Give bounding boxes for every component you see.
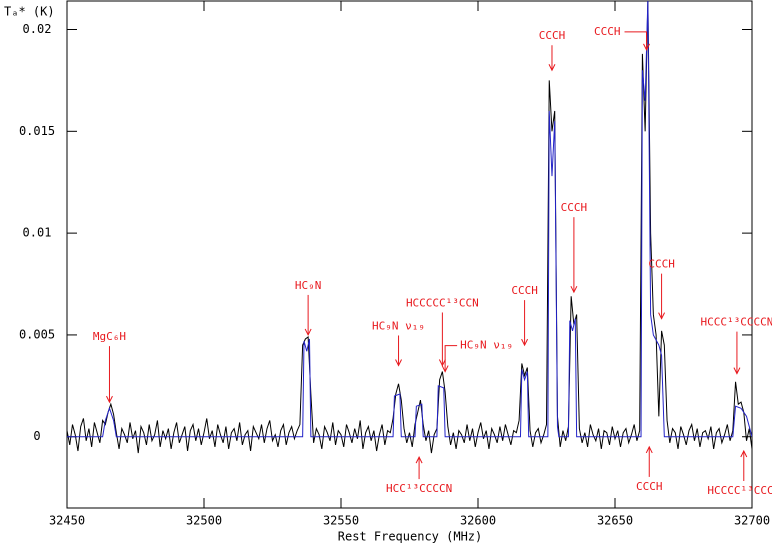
y-tick-label: 0 (33, 429, 40, 443)
arrow-head (304, 328, 312, 337)
y-tick-label: 0.02 (23, 22, 52, 36)
plot-frame (66, 0, 753, 509)
annotation-label: CCCH (648, 258, 675, 271)
arrow-head (643, 43, 650, 51)
annotation-label: CCCH (636, 480, 663, 493)
arrow-head (548, 64, 556, 72)
annotation-label: HCCCC¹³CCCN (707, 484, 772, 497)
annotation-label: CCCH (561, 201, 588, 214)
annotation-arrow (624, 31, 648, 50)
annotation-arrow (444, 345, 458, 372)
annotation-label: MgC₆H (93, 330, 126, 343)
arrow-head (740, 449, 748, 458)
x-tick-label: 32700 (734, 514, 770, 528)
annotation-label: HCCCCC¹³CCN (406, 296, 479, 309)
arrow-head (415, 455, 423, 464)
x-tick-label: 32500 (186, 514, 222, 528)
annotation-label: HC₉N ν₁₉ (372, 319, 425, 332)
annotation-label: CCCH (539, 29, 566, 42)
annotation-label: HC₉N (295, 279, 322, 292)
x-tick-label: 32650 (597, 514, 633, 528)
annotation-label: CCCH (594, 25, 621, 38)
y-tick-label: 0.015 (19, 124, 55, 138)
y-tick-label: 0.01 (23, 226, 52, 240)
x-tick-label: 32550 (323, 514, 359, 528)
arrow-head (645, 445, 653, 454)
x-tick-label: 32450 (49, 514, 85, 528)
arrow-head (658, 312, 666, 320)
arrow-head (395, 359, 402, 367)
spectrum-line (67, 1, 752, 438)
annotation-label: HC₉N ν₁₉ (460, 339, 513, 352)
arrow-head (106, 395, 113, 404)
y-tick-label: 0.005 (19, 327, 55, 341)
annotation-label: HCC¹³CCCCN (386, 482, 452, 495)
arrow-head (441, 365, 449, 373)
arrow-head (570, 285, 578, 294)
annotation-label: HCCC¹³CCCCN (701, 316, 772, 329)
arrow-head (733, 367, 741, 375)
x-axis-label: Rest Frequency (MHz) (338, 530, 483, 544)
x-tick-label: 32600 (460, 514, 496, 528)
plot-area (67, 1, 752, 454)
annotation-label: CCCH (511, 284, 538, 297)
spectrum-line (67, 1, 752, 454)
arrow-head (521, 338, 529, 347)
y-axis-label: Tₐ* (K) (4, 5, 55, 19)
